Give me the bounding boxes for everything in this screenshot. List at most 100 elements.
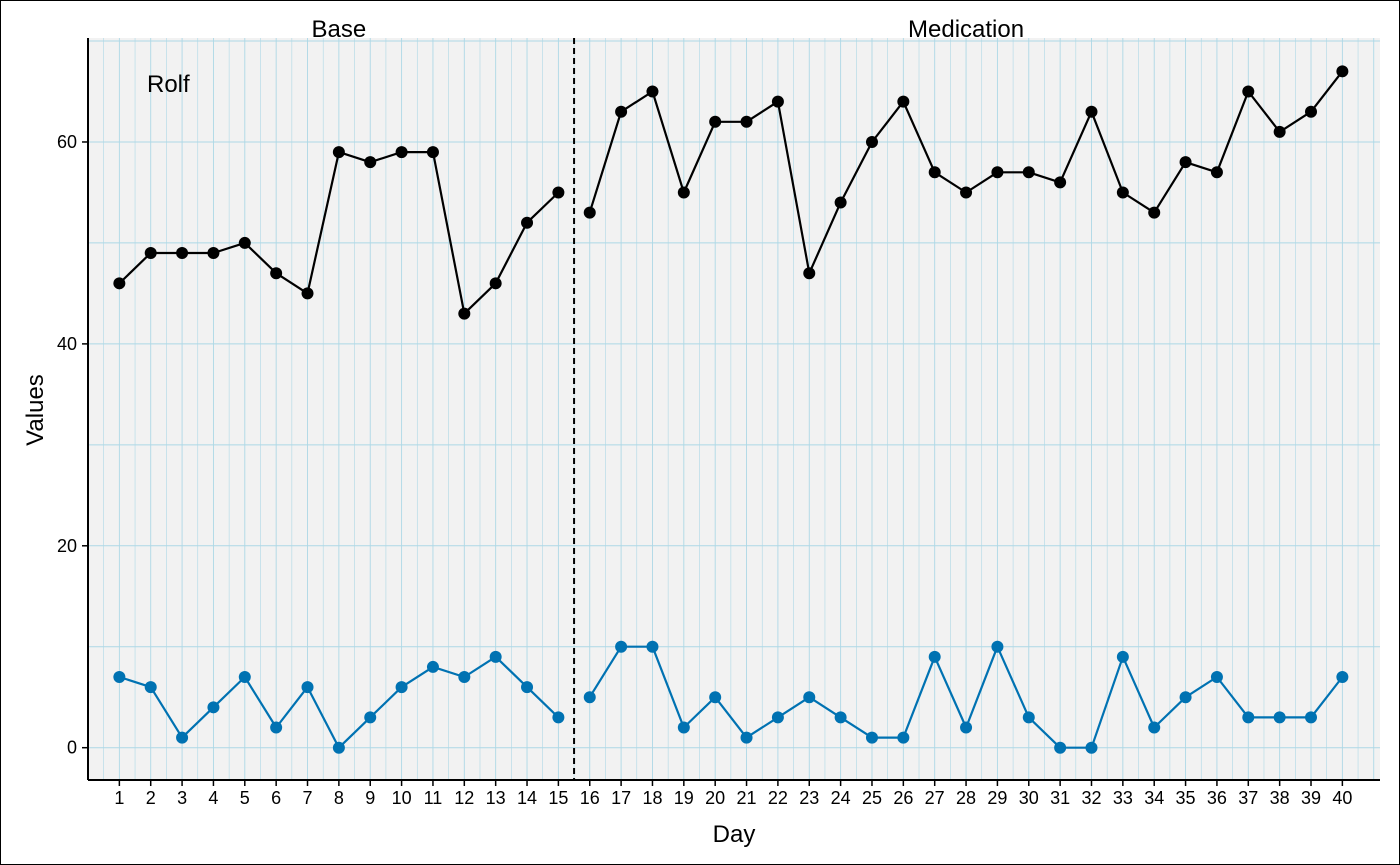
x-tick-label: 28 [956, 788, 976, 808]
series-2-point [552, 711, 565, 724]
series-1-point [458, 307, 471, 320]
y-tick-label: 20 [57, 536, 77, 556]
series-1-point [113, 277, 126, 290]
x-tick-label: 38 [1270, 788, 1290, 808]
x-tick-label: 37 [1238, 788, 1258, 808]
series-2-point [1210, 671, 1223, 684]
series-1-point [1116, 186, 1129, 199]
series-1-point [897, 95, 910, 108]
series-2-point [740, 731, 753, 744]
x-tick-label: 6 [271, 788, 281, 808]
series-1-point [803, 267, 816, 280]
series-2-point [771, 711, 784, 724]
series-1-point [1085, 105, 1098, 118]
series-1-point [1273, 125, 1286, 138]
series-1-point [395, 146, 408, 159]
y-tick-label: 60 [57, 132, 77, 152]
x-tick-label: 29 [987, 788, 1007, 808]
x-tick-label: 8 [334, 788, 344, 808]
y-tick-label: 40 [57, 334, 77, 354]
x-tick-label: 14 [517, 788, 537, 808]
series-2-point [960, 721, 973, 734]
series-2-point [301, 681, 314, 694]
x-tick-label: 13 [486, 788, 506, 808]
series-2-point [1116, 650, 1129, 663]
series-2-point [238, 671, 251, 684]
x-tick-label: 11 [424, 788, 443, 808]
series-1-point [709, 115, 722, 128]
series-2-point [1022, 711, 1035, 724]
x-tick-label: 40 [1332, 788, 1352, 808]
series-1-point [615, 105, 628, 118]
series-2-point [1179, 691, 1192, 704]
x-tick-label: 1 [114, 788, 124, 808]
series-1-point [426, 146, 439, 159]
series-2-point [1148, 721, 1161, 734]
series-2-point [803, 691, 816, 704]
series-1-point [270, 267, 283, 280]
x-tick-label: 18 [642, 788, 662, 808]
series-2-point [144, 681, 157, 694]
series-1-point [960, 186, 973, 199]
series-2-point [1085, 741, 1098, 754]
series-1-point [144, 247, 157, 260]
x-axis-ticks: 1 2 3 4 5 6 7 8 9 10 11 12 13 14 15 16 17 18 19 20 21 22 23 24 2… [114, 780, 1352, 808]
series-1-point [646, 85, 659, 98]
series-2-point [897, 731, 910, 744]
x-tick-label: 4 [208, 788, 218, 808]
series-1-point [928, 166, 941, 179]
series-1-point [677, 186, 690, 199]
grid-major [87, 38, 1380, 780]
series-2-point [615, 640, 628, 653]
series-2-point [1242, 711, 1255, 724]
x-tick-label: 30 [1019, 788, 1039, 808]
series-2-point [113, 671, 126, 684]
x-tick-label: 31 [1050, 788, 1070, 808]
x-tick-label: 2 [146, 788, 156, 808]
series-1-point [740, 115, 753, 128]
series-1-point [1054, 176, 1067, 189]
series-2-point [646, 640, 659, 653]
series-2-point [1336, 671, 1349, 684]
x-tick-label: 39 [1301, 788, 1321, 808]
series-1-point [1242, 85, 1255, 98]
plot-panel [88, 38, 1380, 780]
series-2-point [583, 691, 596, 704]
x-tick-label: 7 [303, 788, 313, 808]
x-tick-label: 23 [799, 788, 819, 808]
series-2-point [426, 660, 439, 673]
x-tick-label: 22 [768, 788, 788, 808]
x-tick-label: 27 [925, 788, 945, 808]
series-1-point [583, 206, 596, 219]
x-tick-label: 16 [580, 788, 600, 808]
x-tick-label: 34 [1144, 788, 1164, 808]
phase-label: Medication [908, 16, 1024, 43]
series-1-point [991, 166, 1004, 179]
x-tick-label: 26 [893, 788, 913, 808]
x-tick-label: 3 [177, 788, 187, 808]
series-2-point [1273, 711, 1286, 724]
series-1-point [1336, 65, 1349, 78]
x-tick-label: 5 [240, 788, 250, 808]
case-label: Rolf [147, 71, 190, 98]
x-tick-label: 12 [454, 788, 474, 808]
series-2-point [364, 711, 377, 724]
phase-label: Base [312, 16, 367, 43]
series-2-point [865, 731, 878, 744]
series-2-point [991, 640, 1004, 653]
series-2-point [1054, 741, 1067, 754]
series-2-point [521, 681, 534, 694]
series-1-point [207, 247, 220, 260]
x-tick-label: 25 [862, 788, 882, 808]
series-1-point [1148, 206, 1161, 219]
series-1-point [301, 287, 314, 300]
y-axis-ticks: 0 20 40 60 [57, 132, 88, 758]
series-2-point [458, 671, 471, 684]
x-tick-label: 35 [1176, 788, 1196, 808]
x-tick-label: 20 [705, 788, 725, 808]
x-tick-label: 17 [611, 788, 631, 808]
x-tick-label: 10 [392, 788, 412, 808]
series-2-point [332, 741, 345, 754]
series-points [113, 65, 1349, 754]
